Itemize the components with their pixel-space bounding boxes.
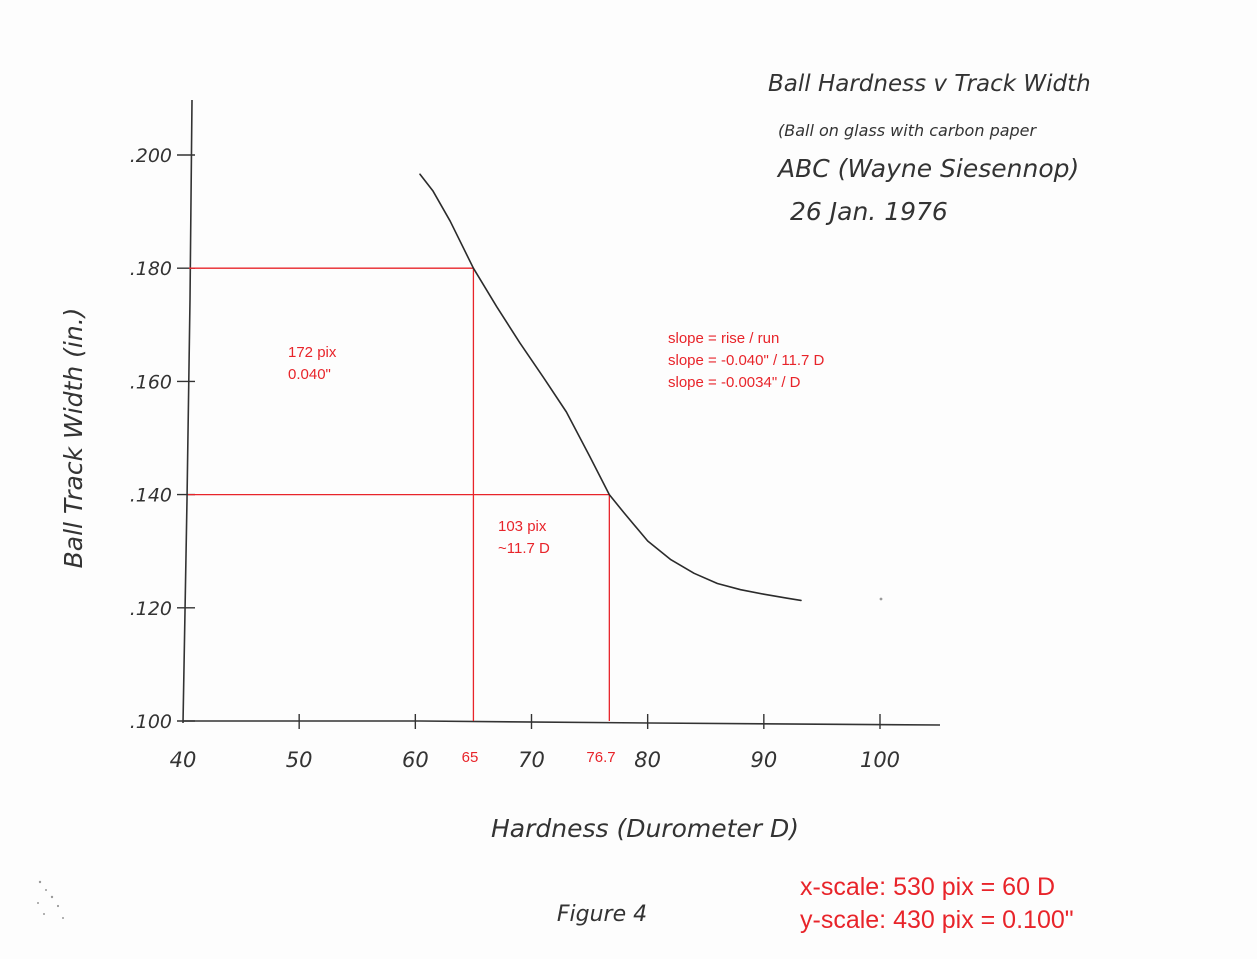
y-tick-label: .180 <box>130 258 172 280</box>
x-axis-line <box>183 720 941 726</box>
x-tick-label: 60 <box>402 748 429 772</box>
y-tick-label: .120 <box>130 598 172 620</box>
rise-value-label: 0.040" <box>288 366 331 383</box>
y-tick-label: .100 <box>130 711 172 733</box>
guide-lines <box>188 267 610 721</box>
x-tick-label: 50 <box>286 748 313 772</box>
slope-formula-line-3: slope = -0.0034" / D <box>668 374 801 391</box>
x-tick-label: 100 <box>860 748 900 772</box>
series-layer <box>419 173 802 602</box>
y-tick-label: .160 <box>130 371 172 393</box>
y-axis-ticks: .100 .120 .140 .160 .180 .200 <box>130 145 195 733</box>
chart-subtitle-line-1: (Ball on glass with carbon paper <box>778 121 1038 140</box>
rise-pixels-label: 172 pix <box>288 344 337 361</box>
y-axis-label: Ball Track Width (in.) <box>59 308 88 569</box>
chart-title: Ball Hardness v Track Width <box>768 71 1091 97</box>
figure-caption: Figure 4 <box>557 902 647 927</box>
y-tick-label: .140 <box>130 485 172 507</box>
run-value-label: ~11.7 D <box>498 540 550 557</box>
x-mark-65: 65 <box>462 749 479 766</box>
x-axis-ticks: 40 50 60 70 80 90 100 <box>170 714 900 772</box>
chart-axes <box>182 99 941 726</box>
x-scale-note: x-scale: 530 pix = 60 D <box>800 873 1055 901</box>
chart-subtitle-line-2: ABC (Wayne Siesennop) <box>776 154 1079 183</box>
x-tick-label: 40 <box>170 748 197 772</box>
x-tick-label: 80 <box>634 748 661 772</box>
y-axis-line <box>182 99 193 724</box>
x-axis-label: Hardness (Durometer D) <box>491 814 799 843</box>
x-tick-label: 90 <box>750 748 777 772</box>
x-mark-76-7: 76.7 <box>586 749 615 766</box>
y-scale-note: y-scale: 430 pix = 0.100" <box>800 906 1074 934</box>
series-line <box>419 173 802 602</box>
slope-formula-line-1: slope = rise / run <box>668 330 779 347</box>
scan-specks <box>37 597 883 919</box>
y-tick-label: .200 <box>130 145 172 167</box>
run-pixels-label: 103 pix <box>498 518 547 535</box>
chart-subtitle-line-3: 26 Jan. 1976 <box>790 197 948 226</box>
x-tick-label: 70 <box>518 748 545 772</box>
slope-formula-line-2: slope = -0.040" / 11.7 D <box>668 352 825 369</box>
